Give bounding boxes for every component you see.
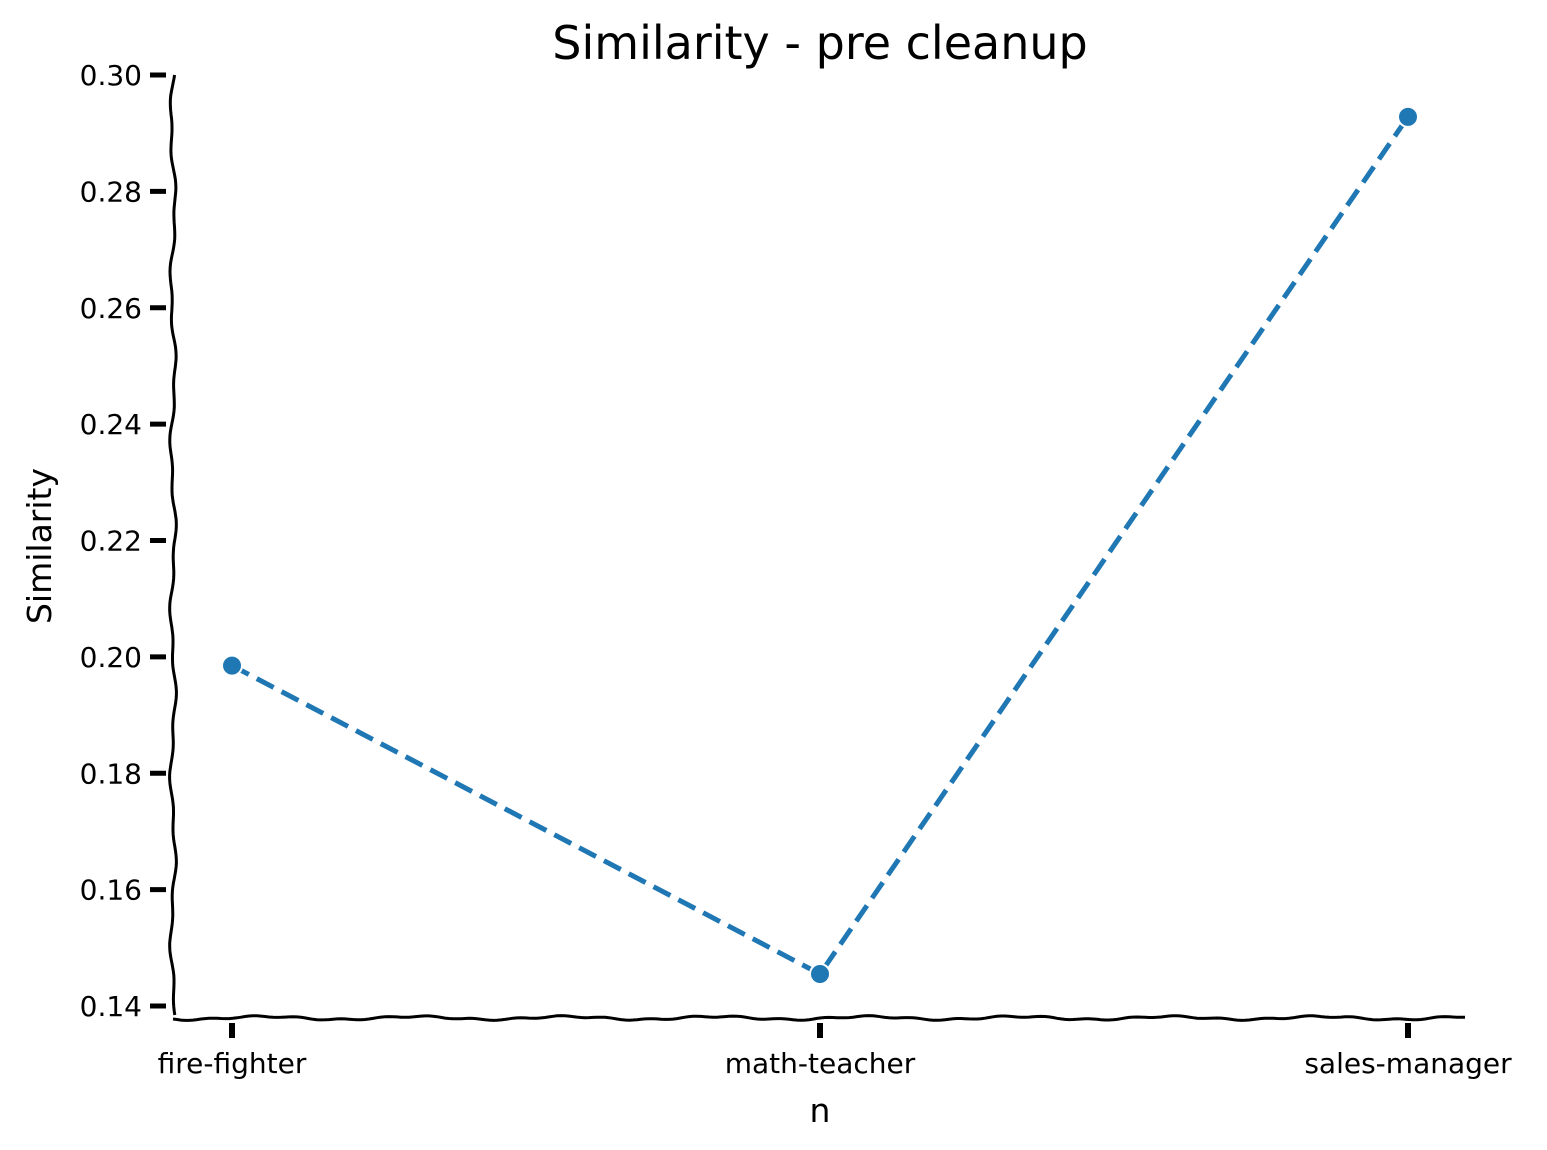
data-point — [221, 654, 243, 677]
x-ticks: fire-fighter math-teacher sales-manager — [158, 1023, 1512, 1080]
y-tick-label: 0.24 — [80, 408, 142, 441]
series-layer — [221, 105, 1419, 985]
y-ticks: 0.14 0.16 0.18 0.20 0.22 0.24 0.26 0.28 0.30 — [80, 59, 166, 1023]
y-tick-label: 0.14 — [80, 990, 142, 1023]
x-tick-label: sales-manager — [1304, 1047, 1512, 1080]
y-tick-label: 0.20 — [80, 641, 142, 674]
y-tick-label: 0.28 — [80, 175, 142, 208]
series-line — [230, 115, 1411, 977]
y-tick-label: 0.26 — [80, 292, 142, 325]
x-tick-label: fire-fighter — [158, 1047, 307, 1080]
y-tick-label: 0.16 — [80, 874, 142, 907]
y-axis-spine — [168, 74, 178, 1016]
x-axis-label: n — [810, 1091, 831, 1130]
data-point — [1397, 105, 1419, 128]
y-tick-label: 0.30 — [80, 59, 142, 92]
x-tick-label: math-teacher — [725, 1047, 916, 1080]
y-tick-label: 0.18 — [80, 757, 142, 790]
y-axis-label: Similarity — [20, 468, 59, 624]
axes — [168, 74, 1466, 1022]
chart-title: Similarity - pre cleanup — [552, 16, 1087, 70]
data-point — [809, 963, 831, 985]
x-axis-spine — [172, 1014, 1466, 1022]
y-tick-label: 0.22 — [80, 525, 142, 558]
